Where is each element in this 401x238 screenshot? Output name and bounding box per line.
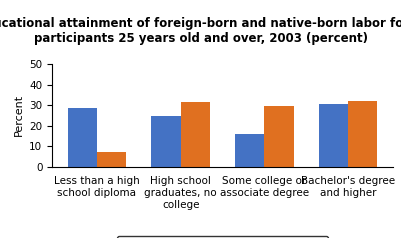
Y-axis label: Percent: Percent: [14, 94, 24, 136]
Legend: Foreign born, Native born: Foreign born, Native born: [117, 236, 328, 238]
Bar: [151, 116, 181, 167]
Bar: [348, 101, 377, 167]
Bar: [235, 134, 264, 167]
Bar: [264, 106, 294, 167]
Text: Educational attainment of foreign-born and native-born labor force
participants : Educational attainment of foreign-born a…: [0, 17, 401, 45]
Bar: [97, 152, 126, 167]
Bar: [181, 102, 210, 167]
Bar: [319, 104, 348, 167]
Bar: [68, 108, 97, 167]
